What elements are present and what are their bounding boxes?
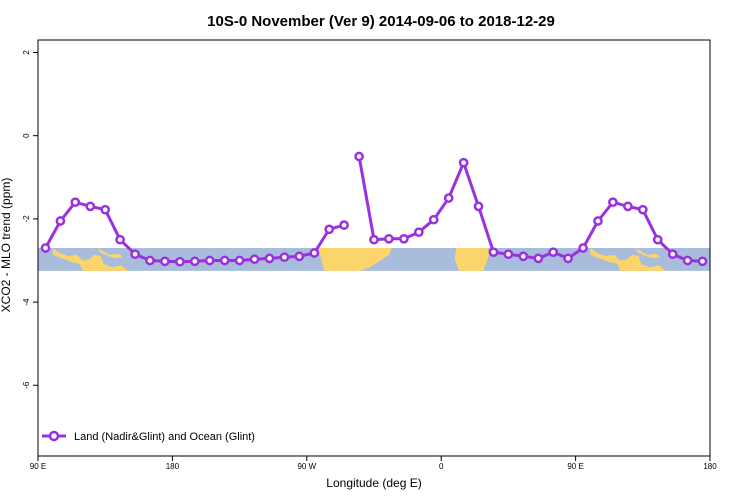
data-point xyxy=(533,253,544,264)
data-point xyxy=(428,214,439,225)
legend-label: Land (Nadir&Glint) and Ocean (Glint) xyxy=(74,431,255,443)
data-point xyxy=(70,197,81,208)
y-tick-label: 2 xyxy=(22,50,31,55)
data-point xyxy=(548,247,559,258)
data-point xyxy=(637,204,648,215)
x-tick-label: 90 E xyxy=(567,462,583,471)
data-point xyxy=(697,256,708,267)
x-tick-label: 180 xyxy=(166,462,180,471)
data-point xyxy=(294,251,305,262)
data-point xyxy=(130,249,140,260)
land-shape xyxy=(454,248,489,271)
x-axis: 90 E 180 90 W 0 90 E 180 xyxy=(30,456,717,471)
data-point xyxy=(189,256,200,267)
x-tick-label: 90 E xyxy=(30,462,46,471)
x-tick-label: 90 W xyxy=(297,462,316,471)
data-point xyxy=(309,248,320,258)
data-point xyxy=(234,255,245,266)
series-line xyxy=(357,156,703,263)
data-point xyxy=(55,216,66,226)
data-point xyxy=(145,255,155,266)
y-tick-label: -4 xyxy=(22,298,31,306)
data-point xyxy=(279,252,290,263)
data-point xyxy=(667,249,678,260)
data-point xyxy=(324,224,335,235)
data-point xyxy=(339,220,349,230)
plot-frame xyxy=(37,39,711,457)
x-tick-label: 180 xyxy=(703,462,717,471)
data-point xyxy=(473,201,484,212)
land-shape xyxy=(318,248,392,271)
y-tick-label: -6 xyxy=(22,381,31,389)
y-axis-label: XCO2 - MLO trend (ppm) xyxy=(0,178,13,313)
data-point xyxy=(578,243,588,253)
land-shape xyxy=(52,248,128,271)
data-point xyxy=(413,227,424,238)
data-point xyxy=(219,255,230,266)
x-tick-label: 0 xyxy=(439,462,444,471)
x-axis-label: Longitude (deg E) xyxy=(326,476,421,490)
data-point xyxy=(518,251,529,262)
data-point xyxy=(354,151,364,162)
data-point xyxy=(563,253,573,264)
data-point xyxy=(652,234,663,245)
data-point xyxy=(115,234,125,245)
data-point xyxy=(608,197,618,208)
data-point xyxy=(682,255,693,266)
data-point xyxy=(264,253,275,264)
data-point xyxy=(623,201,633,212)
data-point xyxy=(249,254,260,265)
data-point xyxy=(369,234,379,245)
data-point xyxy=(40,243,51,253)
data-point xyxy=(458,157,469,168)
y-tick-label: -2 xyxy=(22,215,31,223)
data-point xyxy=(204,255,215,266)
land-shape xyxy=(590,248,666,271)
series-layer xyxy=(40,151,708,267)
data-point xyxy=(100,204,111,215)
chart-title: 10S-0 November (Ver 9) 2014-09-06 to 201… xyxy=(207,13,555,30)
land-shapes xyxy=(52,248,675,271)
data-point xyxy=(399,233,409,244)
data-point xyxy=(85,201,96,212)
land-ocean-band xyxy=(38,248,710,271)
legend: Land (Nadir&Glint) and Ocean (Glint) xyxy=(42,430,255,443)
data-point xyxy=(488,247,499,258)
land-shape xyxy=(635,248,661,259)
data-point xyxy=(593,216,603,226)
data-point xyxy=(503,249,514,260)
data-point xyxy=(160,256,170,267)
data-point xyxy=(175,256,185,267)
data-point xyxy=(443,193,454,203)
land-shape xyxy=(97,248,124,259)
legend-marker xyxy=(48,430,60,442)
data-point xyxy=(384,233,394,244)
y-tick-label: 0 xyxy=(22,133,31,138)
y-axis: 2 0 -2 -4 -6 xyxy=(22,50,38,389)
